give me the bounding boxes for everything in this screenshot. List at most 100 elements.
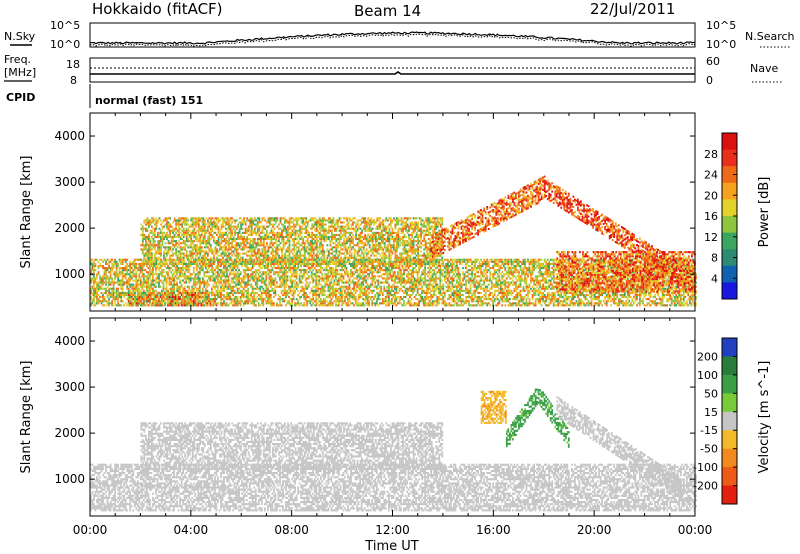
heatmap-cell [166,288,168,290]
heatmap-cell [214,288,216,290]
nsearch-label: N.Search [745,30,795,43]
heatmap-cell [96,282,98,284]
heatmap-cell [129,304,131,306]
heatmap-cell [173,282,175,284]
station-title: Hokkaido (fitACF) [92,0,223,18]
heatmap-cell [154,284,156,286]
heatmap-cell [126,267,128,269]
heatmap-cell [163,286,165,288]
heatmap-cell [145,292,147,294]
heatmap-cell [105,280,107,282]
heatmap-cell [111,269,113,271]
heatmap-cell [205,261,207,263]
heatmap-cell [143,296,145,298]
heatmap-cell [135,298,137,300]
heatmap-cell [196,304,198,306]
nsky-panel: N.Sky 10^5 10^0 10^5 10^0 N.Search [4,19,795,51]
heatmap-cell [105,284,107,286]
heatmap-cell [190,296,192,298]
heatmap-cell [138,288,140,290]
heatmap-cell [164,294,166,296]
heatmap-cell [155,298,157,300]
heatmap-cell [158,298,160,300]
heatmap-cell [96,296,98,298]
heatmap-cell [149,275,151,277]
heatmap-cell [116,261,118,263]
heatmap-cell [113,280,115,282]
heatmap-cell [213,300,215,302]
heatmap-cell [154,296,156,298]
heatmap-cell [134,302,136,304]
heatmap-cell [141,271,143,273]
heatmap-cell [143,292,145,294]
heatmap-cell [184,273,186,275]
heatmap-cell [104,298,106,300]
heatmap-cell [170,294,172,296]
heatmap-cell [96,298,98,300]
heatmap-cell [222,284,224,286]
heatmap-cell [143,304,145,306]
heatmap-cell [111,259,113,261]
heatmap-cell [122,290,124,292]
power-panel: 1000200030004000 Slant Range [km] 481216… [19,113,772,311]
heatmap-cell [155,271,157,273]
radar-summary-plot: Hokkaido (fitACF) Beam 14 22/Jul/2011 N.… [0,0,800,554]
heatmap-cell [134,261,136,263]
heatmap-cell [176,273,178,275]
heatmap-cell [155,269,157,271]
heatmap-cell [135,265,137,267]
heatmap-cell [225,265,227,267]
heatmap-cell [207,296,209,298]
heatmap-cell [122,271,124,273]
heatmap-cell [176,284,178,286]
heatmap-cell [169,292,171,294]
heatmap-cell [220,296,222,298]
heatmap-cell [196,267,198,269]
heatmap-cell [193,267,195,269]
heatmap-cell [102,294,104,296]
heatmap-cell [196,302,198,304]
heatmap-cell [237,290,239,292]
heatmap-cell [143,273,145,275]
heatmap-cell [143,300,145,302]
heatmap-cell [96,273,98,275]
heatmap-cell [160,267,162,269]
heatmap-cell [217,275,219,277]
heatmap-cell [176,304,178,306]
heatmap-cell [178,261,180,263]
heatmap-cell [134,292,136,294]
heatmap-cell [120,296,122,298]
heatmap-cell [181,271,183,273]
heatmap-cell [193,290,195,292]
heatmap-cell [163,284,165,286]
heatmap-cell [158,302,160,304]
heatmap-cell [178,300,180,302]
heatmap-cell [163,290,165,292]
heatmap-cell [152,277,154,279]
heatmap-cell [240,284,242,286]
heatmap-cell [123,296,125,298]
heatmap-cell [237,296,239,298]
heatmap-cell [102,265,104,267]
heatmap-cell [114,302,116,304]
heatmap-cell [243,280,245,282]
heatmap-cell [128,282,130,284]
heatmap-cell [179,286,181,288]
heatmap-cell [138,275,140,277]
heatmap-cell [157,265,159,267]
heatmap-cell [149,300,151,302]
heatmap-cell [113,284,115,286]
heatmap-cell [122,277,124,279]
heatmap-cell [155,277,157,279]
heatmap-cell [137,282,139,284]
heatmap-cell [182,265,184,267]
heatmap-cell [151,302,153,304]
heatmap-cell [141,288,143,290]
heatmap-cell [173,277,175,279]
heatmap-cell [131,292,133,294]
heatmap-cell [191,294,193,296]
heatmap-cell [98,294,100,296]
heatmap-cell [117,298,119,300]
heatmap-cell [93,284,95,286]
heatmap-cell [93,267,95,269]
